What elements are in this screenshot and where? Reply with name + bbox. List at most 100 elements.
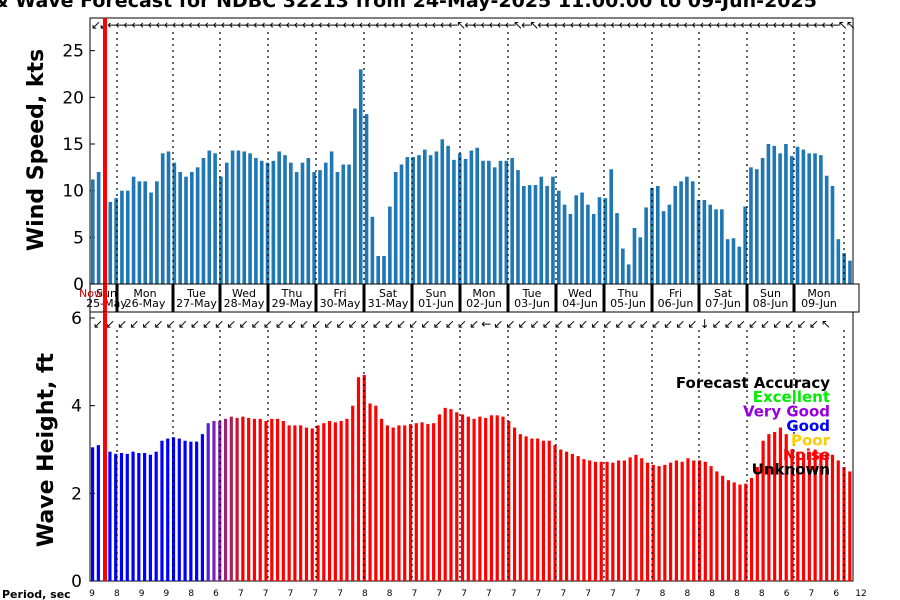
wind-bar [766, 144, 771, 284]
wave-bar [437, 414, 441, 581]
wave-bar [709, 466, 713, 581]
wave-bar [455, 412, 459, 581]
period-value: 7 [511, 589, 517, 599]
wave-bar [773, 431, 777, 581]
day-date-label: 06-Jun [658, 297, 694, 310]
wind-direction-arrow: ← [448, 18, 458, 32]
wave-bar [264, 421, 268, 581]
wind-bar [120, 190, 124, 284]
day-name-label: Wed [232, 287, 256, 300]
period-value: 9 [164, 589, 170, 599]
period-value: 6 [213, 589, 219, 599]
wind-bar [137, 181, 142, 284]
wave-bar [114, 453, 118, 581]
wave-direction-arrow: ↙ [384, 317, 394, 331]
wind-bar [743, 206, 747, 284]
wind-bar [749, 167, 753, 284]
wave-bar [403, 425, 407, 581]
wave-bar [166, 438, 170, 581]
wind-y-tick-label: 10 [62, 182, 84, 202]
wind-direction-arrow: ← [229, 18, 239, 32]
wind-bar [353, 108, 357, 285]
wave-bar [628, 457, 632, 581]
period-value: 7 [610, 589, 616, 599]
wave-bar [119, 453, 124, 581]
wave-bar [767, 434, 771, 581]
wave-bar [408, 424, 413, 581]
wind-direction-arrow: ← [172, 18, 182, 32]
wind-bar [271, 160, 276, 284]
wind-direction-arrow: ← [830, 18, 840, 32]
now-line-wind [103, 18, 107, 284]
wind-bar [242, 151, 247, 284]
wind-direction-arrow: ← [578, 18, 588, 32]
wave-bar [588, 460, 592, 581]
wave-bar [206, 423, 210, 581]
wind-direction-arrow: ← [765, 18, 775, 32]
wind-bar [108, 201, 113, 284]
wave-direction-arrow: ↙ [772, 317, 782, 331]
wave-bar [414, 423, 418, 581]
wave-bar [148, 454, 152, 581]
wind-bar [650, 187, 654, 284]
wave-bar [848, 471, 852, 581]
wind-bar [178, 172, 182, 284]
wave-direction-arrow: ↙ [518, 317, 528, 331]
wave-bar [241, 416, 245, 581]
wind-bar [621, 248, 625, 284]
period-value: 8 [759, 589, 765, 599]
wind-direction-arrow: ← [237, 18, 247, 32]
wave-bar [559, 449, 563, 581]
wind-direction-arrow: ← [724, 18, 734, 32]
wind-bar [638, 237, 643, 284]
period-value: 7 [436, 589, 442, 599]
day-date-label: 30-May [320, 297, 361, 310]
wave-direction-arrow: ↙ [336, 317, 346, 331]
wave-bar [842, 467, 846, 581]
wave-direction-arrow: ↙ [445, 317, 455, 331]
legend-item: Noise [783, 446, 830, 464]
wave-direction-arrow: ↙ [372, 317, 382, 331]
wave-bar [640, 458, 644, 581]
wave-direction-arrow: ↙ [724, 317, 734, 331]
wind-bar [422, 149, 427, 284]
wave-bar [362, 374, 366, 581]
wind-bar [708, 204, 713, 284]
wind-bar [399, 164, 404, 284]
day-name-label: Fri [669, 287, 682, 300]
wave-bar [784, 434, 788, 581]
wave-direction-arrow: ↙ [408, 317, 418, 331]
wind-direction-arrow: ← [748, 18, 758, 32]
wave-direction-arrow: ↙ [348, 317, 358, 331]
period-value: 7 [288, 589, 294, 599]
wave-bar [507, 421, 511, 581]
wave-bar [738, 484, 742, 581]
wind-bar [725, 239, 730, 284]
period-value: 8 [362, 589, 368, 599]
wave-direction-arrow: ↙ [421, 317, 431, 331]
wind-direction-arrow: ← [188, 18, 198, 32]
period-value: 7 [312, 589, 318, 599]
wind-direction-arrow: ← [391, 18, 401, 32]
wave-direction-arrow: ↙ [263, 317, 273, 331]
wind-bar [539, 176, 544, 284]
wind-bar [591, 214, 596, 284]
wind-direction-arrow: ← [205, 18, 215, 32]
wave-bar [270, 418, 274, 581]
wave-bar [674, 460, 678, 581]
legend-item: Very Good [743, 403, 830, 421]
day-name-label: Thu [617, 287, 639, 300]
wave-direction-arrow: ↙ [566, 317, 576, 331]
wind-panel: 0510152025↙↙←←←←←←←←←←←←←←←←←←←←←←←←←←←←… [62, 17, 856, 295]
wind-bar [114, 198, 118, 284]
wind-direction-arrow: ← [497, 18, 507, 32]
day-date-label: 07-Jun [705, 297, 741, 310]
wave-bar [235, 417, 239, 581]
wave-direction-arrow: ↙ [809, 317, 819, 331]
wave-direction-arrow: ↙ [202, 317, 212, 331]
day-name-label: Mon [807, 287, 830, 300]
wave-bar [397, 425, 401, 581]
wind-bar [545, 186, 549, 284]
wave-direction-arrow: ↙ [760, 317, 770, 331]
wave-direction-arrow: ↙ [178, 317, 188, 331]
